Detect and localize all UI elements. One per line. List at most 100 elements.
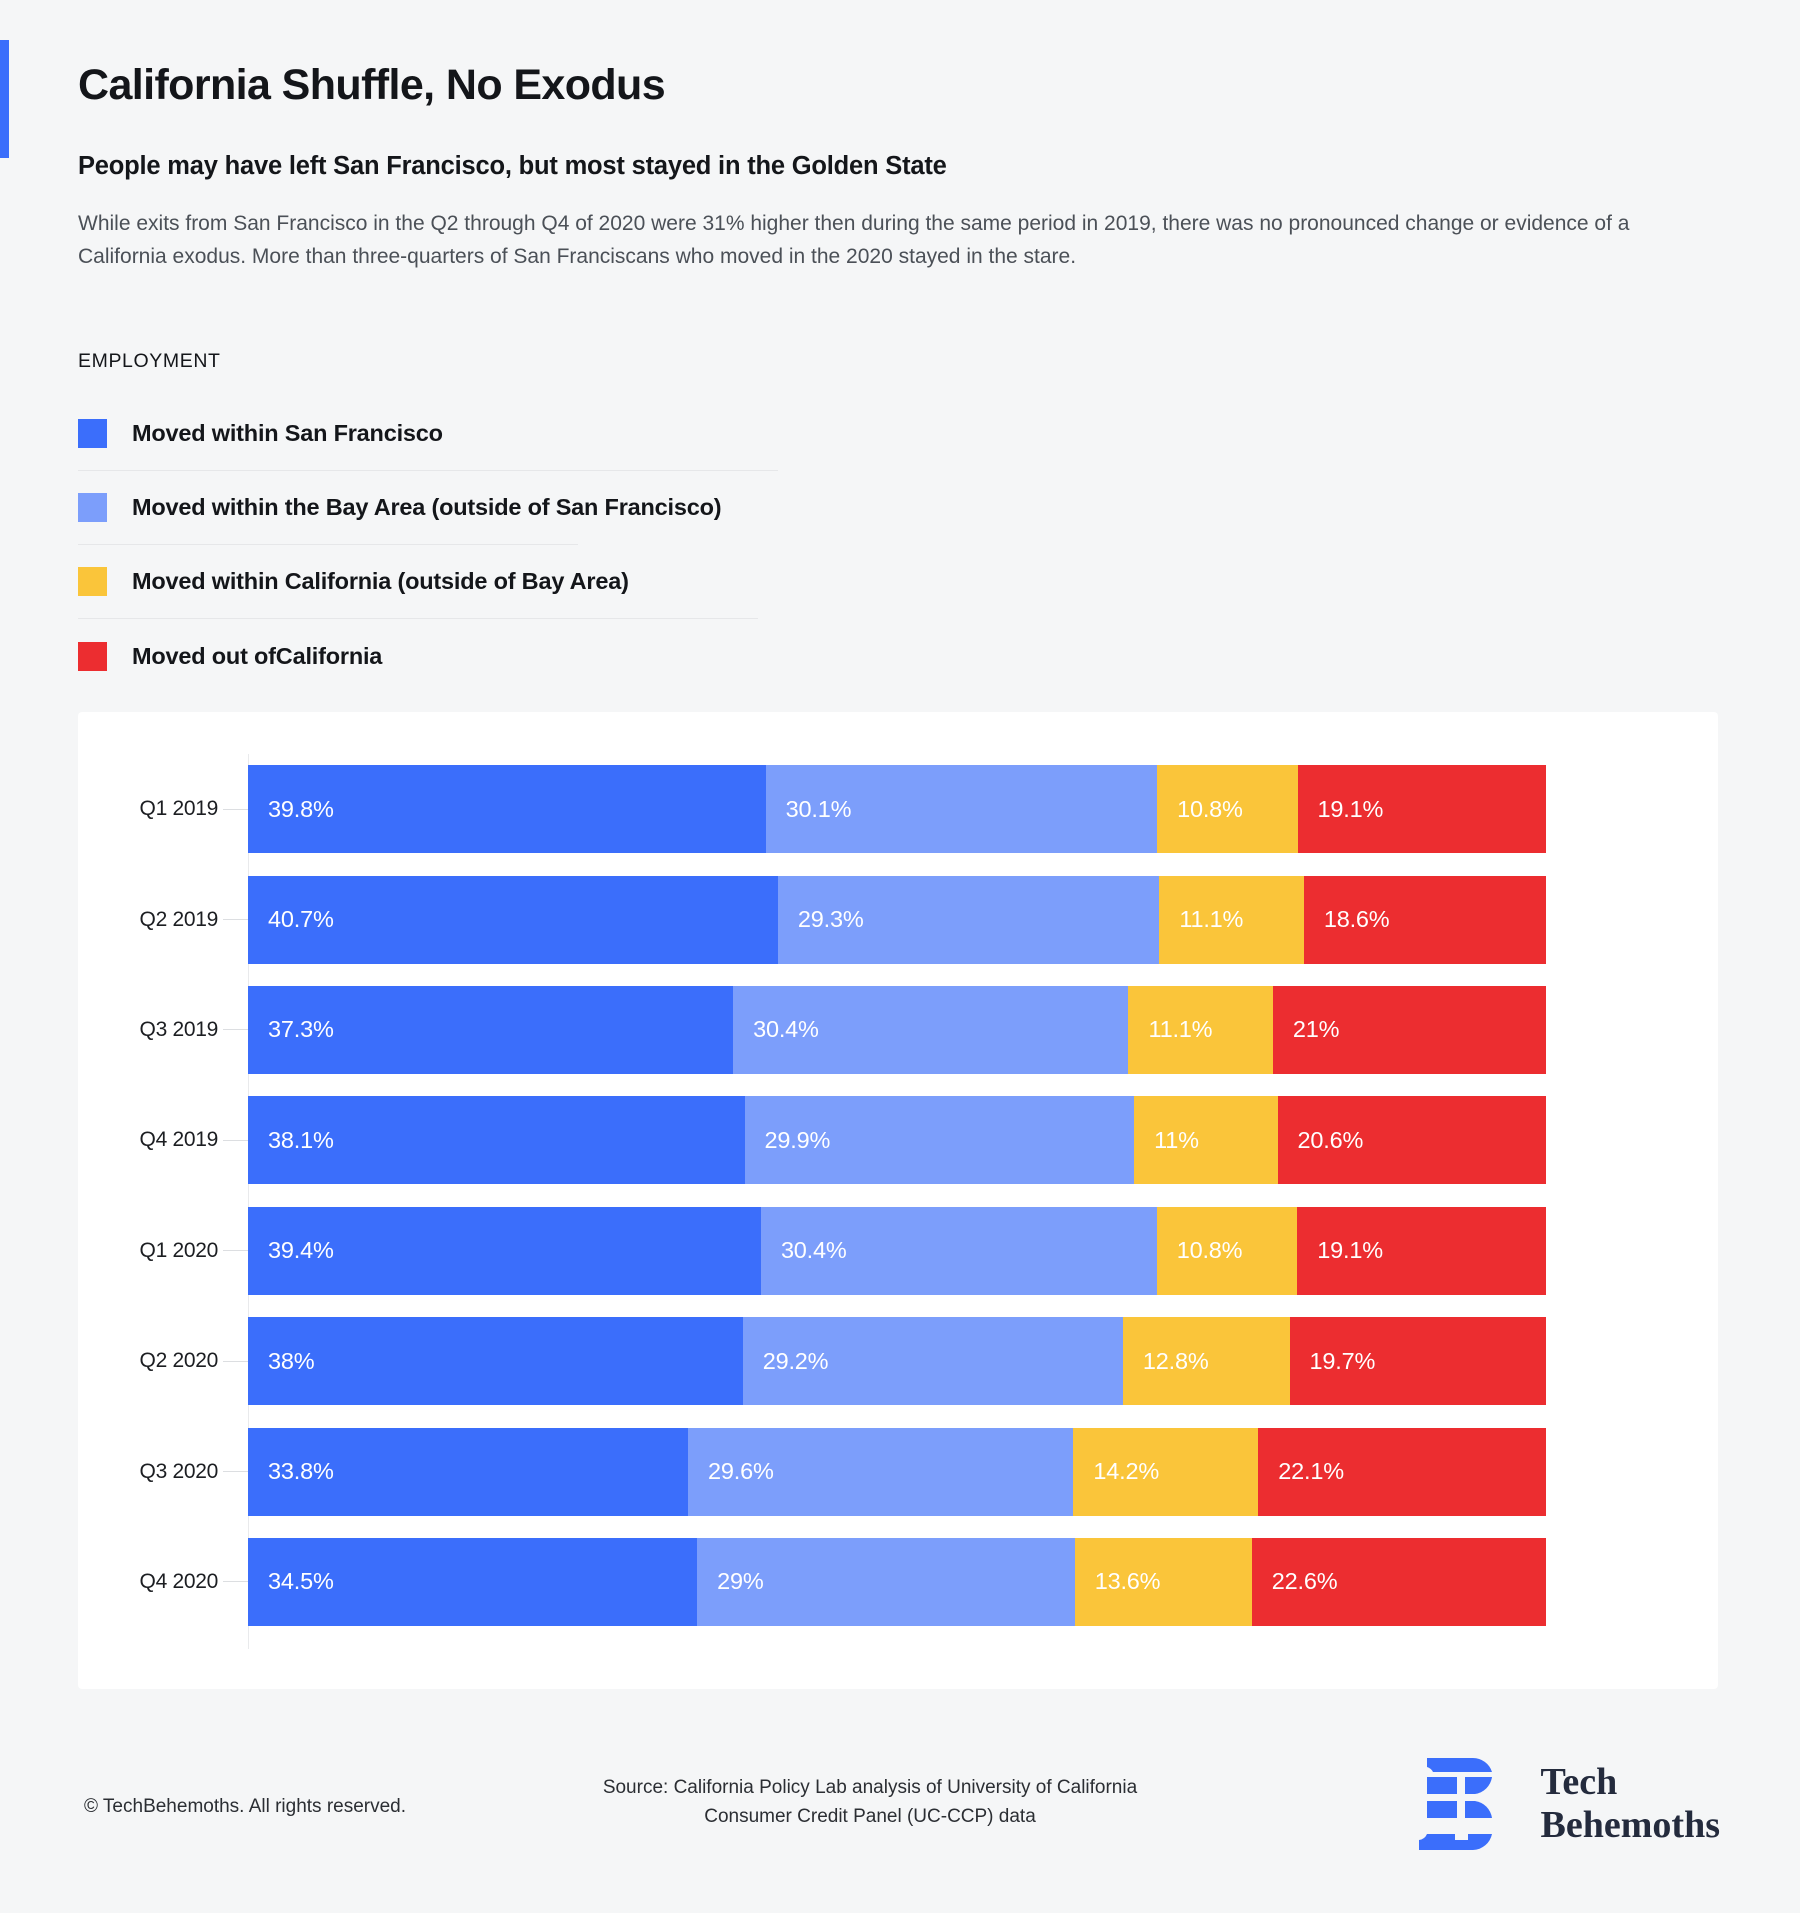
bar-value-label: 30.4% xyxy=(753,1016,819,1043)
stacked-bar: 38.1% 29.9% 11% 20.6% xyxy=(248,1096,1546,1185)
bar-segment[interactable]: 10.8% xyxy=(1156,1206,1298,1295)
bar-value-label: 38% xyxy=(268,1347,315,1374)
legend-title: EMPLOYMENT xyxy=(78,350,221,372)
chart-card: Q1 2019 39.8% 30.1% 10.8% 19.1% Q2 2019 40.7% 2… xyxy=(78,712,1718,1689)
brand-line-2: Behemoths xyxy=(1540,1804,1720,1846)
bar-segment[interactable]: 11% xyxy=(1134,1096,1278,1185)
axis-tick xyxy=(223,919,248,921)
bar-value-label: 19.1% xyxy=(1317,1237,1383,1264)
axis-tick xyxy=(223,1360,248,1362)
legend-item[interactable]: Moved out ofCalifornia xyxy=(78,619,758,693)
bar-segment[interactable]: 22.6% xyxy=(1251,1537,1546,1626)
bar-value-label: 11% xyxy=(1154,1126,1199,1153)
bar-value-label: 11.1% xyxy=(1148,1016,1213,1043)
bar-value-label: 11.1% xyxy=(1179,906,1244,933)
bar-segment[interactable]: 11.1% xyxy=(1159,875,1304,964)
axis-tick xyxy=(223,1471,248,1473)
bar-segment[interactable]: 19.1% xyxy=(1297,765,1546,854)
chart-row: Q3 2019 37.3% 30.4% 11.1% 21% xyxy=(140,975,1546,1085)
legend-item[interactable]: Moved within California (outside of Bay … xyxy=(78,545,758,619)
source-line-2: Consumer Credit Panel (UC-CCP) data xyxy=(704,1805,1036,1827)
bar-segment[interactable]: 39.4% xyxy=(248,1206,761,1295)
bar-value-label: 19.1% xyxy=(1317,795,1384,822)
stacked-bar: 33.8% 29.6% 14.2% 22.1% xyxy=(248,1427,1546,1516)
category-label: Q1 2020 xyxy=(139,1238,219,1262)
legend-swatch-icon xyxy=(78,567,107,596)
bar-segment[interactable]: 14.2% xyxy=(1073,1427,1259,1516)
bar-segment[interactable]: 29% xyxy=(697,1537,1075,1626)
category-label: Q2 2020 xyxy=(139,1349,219,1373)
chart-row: Q3 2020 33.8% 29.6% 14.2% 22.1% xyxy=(140,1416,1546,1526)
bar-segment[interactable]: 20.6% xyxy=(1277,1096,1546,1185)
bar-segment[interactable]: 30.1% xyxy=(765,765,1158,854)
page-description: While exits from San Francisco in the Q2… xyxy=(78,212,1630,268)
bar-segment[interactable]: 21% xyxy=(1272,985,1546,1074)
chart-legend: EMPLOYMENT Moved within San Francisco Mov… xyxy=(78,350,778,693)
bar-segment[interactable]: 39.8% xyxy=(248,765,766,854)
axis-tick xyxy=(223,1139,248,1141)
bar-segment[interactable]: 19.1% xyxy=(1297,1206,1546,1295)
legend-item-label: Moved within California (outside of Bay … xyxy=(132,568,629,594)
bar-value-label: 29.6% xyxy=(708,1458,774,1485)
bar-segment[interactable]: 30.4% xyxy=(733,985,1129,1074)
bar-segment[interactable]: 19.7% xyxy=(1289,1317,1546,1406)
category-label: Q3 2020 xyxy=(139,1459,219,1483)
legend-item[interactable]: Moved within San Francisco xyxy=(78,397,778,471)
bar-segment[interactable]: 30.4% xyxy=(760,1206,1157,1295)
bar-segment[interactable]: 40.7% xyxy=(248,875,778,964)
bar-segment[interactable]: 29.9% xyxy=(744,1096,1135,1185)
legend-swatch-icon xyxy=(78,641,107,671)
bar-segment[interactable]: 11.1% xyxy=(1128,985,1273,1074)
bar-segment[interactable]: 37.3% xyxy=(248,985,734,1074)
chart-row: Q2 2020 38% 29.2% 12.8% 19.7% xyxy=(140,1306,1546,1416)
bar-segment[interactable]: 22.1% xyxy=(1258,1427,1546,1516)
bar-value-label: 10.8% xyxy=(1176,1237,1243,1264)
category-label: Q2 2019 xyxy=(139,907,219,931)
bar-value-label: 21% xyxy=(1292,1016,1340,1043)
bar-value-label: 10.8% xyxy=(1177,795,1243,822)
bar-segment[interactable]: 29.3% xyxy=(777,875,1160,964)
header: California Shuffle, No Exodus People may… xyxy=(78,61,1718,273)
bar-segment[interactable]: 38.1% xyxy=(248,1096,745,1185)
chart-row: Q2 2019 40.7% 29.3% 11.1% 18.6% xyxy=(140,864,1546,974)
source-line-1: Source: California Policy Lab analysis o… xyxy=(602,1777,1138,1798)
chart-row: Q1 2020 39.4% 30.4% 10.8% 19.1% xyxy=(140,1196,1546,1306)
axis-tick xyxy=(223,808,248,810)
bar-segment[interactable]: 33.8% xyxy=(248,1427,689,1516)
chart-row: Q4 2019 38.1% 29.9% 11% 20.6% xyxy=(140,1085,1546,1195)
bar-value-label: 29% xyxy=(717,1568,764,1595)
bar-segment[interactable]: 13.6% xyxy=(1074,1537,1252,1626)
bar-value-label: 30.1% xyxy=(785,795,852,822)
bar-value-label: 39.4% xyxy=(268,1237,334,1264)
bar-value-label: 29.9% xyxy=(764,1126,831,1153)
bar-segment[interactable]: 29.2% xyxy=(742,1317,1123,1406)
brand-wordmark: Tech Behemoths xyxy=(1541,1761,1720,1846)
bar-value-label: 34.5% xyxy=(268,1568,334,1595)
source-note: Source: California Policy Lab analysis o… xyxy=(540,1774,1200,1831)
bar-value-label: 30.4% xyxy=(780,1237,847,1264)
bar-value-label: 19.7% xyxy=(1309,1347,1376,1374)
bar-value-label: 39.8% xyxy=(268,795,334,822)
legend-item[interactable]: Moved within the Bay Area (outside of Sa… xyxy=(78,471,722,545)
stacked-bar: 40.7% 29.3% 11.1% 18.6% xyxy=(248,875,1546,964)
bar-segment[interactable]: 38% xyxy=(248,1317,743,1406)
bar-segment[interactable]: 18.6% xyxy=(1303,875,1546,964)
brand-logo: Tech Behemoths xyxy=(1415,1754,1720,1854)
bar-value-label: 22.6% xyxy=(1271,1568,1338,1595)
bar-value-label: 29.2% xyxy=(762,1347,829,1374)
legend-item-label: Moved out ofCalifornia xyxy=(132,642,383,669)
stacked-bar: 39.8% 30.1% 10.8% 19.1% xyxy=(248,765,1546,854)
chart-rows: Q1 2019 39.8% 30.1% 10.8% 19.1% Q2 2019 40.7% 2… xyxy=(78,754,1718,1649)
chart-row: Q4 2020 34.5% 29% 13.6% 22.6% xyxy=(140,1527,1546,1637)
category-label: Q4 2019 xyxy=(139,1128,219,1152)
legend-item-label: Moved within the Bay Area (outside of Sa… xyxy=(132,494,722,520)
legend-item-label: Moved within San Francisco xyxy=(132,420,443,446)
bar-segment[interactable]: 12.8% xyxy=(1122,1317,1290,1406)
bar-segment[interactable]: 34.5% xyxy=(248,1537,698,1626)
bar-value-label: 33.8% xyxy=(268,1458,334,1485)
page-subtitle: People may have left San Francisco, but … xyxy=(78,152,947,181)
bar-segment[interactable]: 10.8% xyxy=(1157,765,1298,854)
category-label: Q1 2019 xyxy=(139,797,219,821)
bar-segment[interactable]: 29.6% xyxy=(688,1427,1074,1516)
chart-row: Q1 2019 39.8% 30.1% 10.8% 19.1% xyxy=(140,754,1546,864)
